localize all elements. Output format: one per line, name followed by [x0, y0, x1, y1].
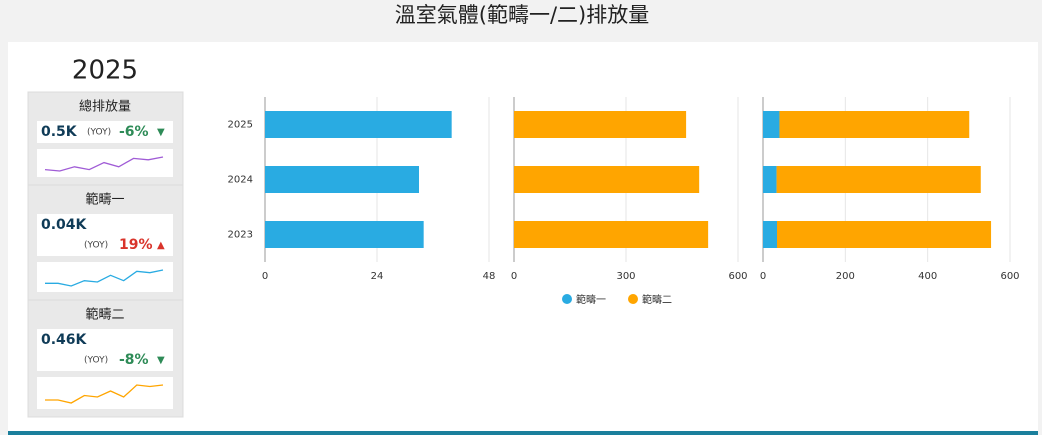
kpi-value-box: [37, 214, 173, 256]
bar: [779, 111, 970, 138]
legend-label: 範疇一: [576, 293, 606, 306]
kpi-value-box: [37, 121, 173, 143]
x-tick-label: 24: [371, 271, 384, 282]
kpi-arrow: ▲: [157, 240, 165, 251]
sparkline: [45, 384, 164, 404]
kpi-label: 總排放量: [79, 99, 131, 115]
legend-label: 範疇二: [642, 293, 672, 306]
sparkline: [44, 156, 164, 172]
kpi-value: 0.46K: [41, 332, 88, 348]
bar: [763, 111, 780, 138]
bar: [776, 166, 981, 193]
bottom-bar: [8, 431, 1038, 435]
legend-swatch: [628, 294, 638, 304]
bar: [763, 166, 777, 193]
bar: [514, 221, 709, 248]
sparkline: [45, 269, 164, 287]
x-tick-label: 0: [511, 271, 517, 282]
y-tick-label: 2025: [228, 120, 253, 131]
kpi-delta: -8%: [119, 352, 149, 368]
sparkline-box: [37, 262, 173, 292]
kpi-yoy: (YOY): [87, 128, 111, 138]
x-tick-label: 0: [760, 271, 766, 282]
x-tick-label: 0: [262, 271, 268, 282]
bar: [763, 221, 777, 248]
kpi-arrow: ▼: [157, 127, 165, 138]
x-tick-label: 48: [483, 271, 496, 282]
kpi-label: 範疇一: [85, 193, 124, 208]
kpi-delta: -6%: [119, 124, 149, 140]
x-tick-label: 300: [616, 271, 635, 282]
x-tick-label: 600: [728, 271, 747, 282]
kpi-arrow: ▼: [157, 355, 165, 366]
bar: [265, 221, 424, 248]
bar: [514, 111, 687, 138]
page-title: 溫室氣體(範疇一/二)排放量: [395, 3, 649, 27]
kpi-label: 範疇二: [85, 308, 124, 323]
kpi-value: 0.5K: [41, 124, 78, 140]
x-tick-label: 200: [836, 271, 855, 282]
kpi-yoy: (YOY): [84, 241, 108, 251]
y-tick-label: 2023: [228, 230, 253, 241]
bar: [265, 166, 419, 193]
bar: [265, 111, 452, 138]
bar: [514, 166, 700, 193]
kpi-value: 0.04K: [41, 217, 88, 233]
year: 2025: [72, 56, 138, 86]
x-tick-label: 400: [918, 271, 937, 282]
kpi-delta: 19%: [119, 237, 153, 253]
legend-swatch: [562, 294, 572, 304]
y-tick-label: 2024: [228, 175, 253, 186]
kpi-yoy: (YOY): [84, 356, 108, 366]
x-tick-label: 600: [1000, 271, 1019, 282]
kpi-value-box: [37, 329, 173, 371]
bar: [776, 221, 992, 248]
